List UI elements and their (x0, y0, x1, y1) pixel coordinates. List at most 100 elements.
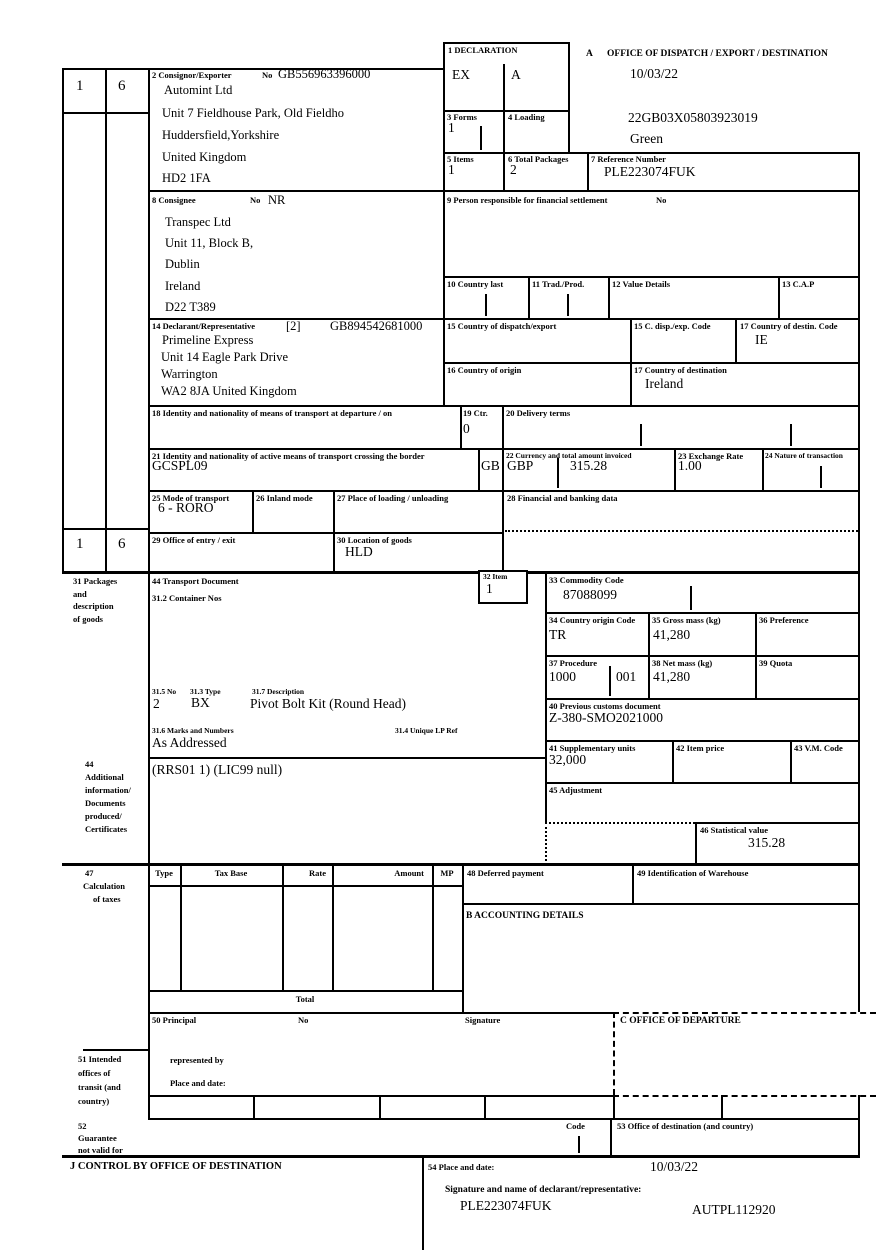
box50-signature-label: Signature (465, 1015, 501, 1025)
declarant-signature: PLE223074FUK (460, 1198, 552, 1213)
line (632, 863, 634, 903)
line (443, 42, 570, 44)
transport-document-label: 44 Transport Document (152, 576, 239, 586)
line (587, 152, 589, 190)
box47-side-label: of taxes (93, 894, 121, 904)
supplementary-units: 32,000 (549, 752, 587, 767)
tick-mark (578, 1136, 580, 1153)
copy-number-1b: 1 (76, 536, 84, 552)
box14-label: 14 Declarant/Representative (152, 321, 255, 331)
line (282, 865, 284, 990)
box4-label: 4 Loading (508, 112, 545, 122)
exchange-rate: 1.00 (678, 458, 702, 473)
box31-side-label: of goods (73, 614, 103, 624)
line (148, 1118, 858, 1120)
office-a-date: 10/03/22 (630, 66, 679, 81)
box44-side-label: Documents (85, 798, 126, 808)
dotted-line (545, 822, 695, 824)
box31-7-label: 31.7 Description (252, 687, 305, 696)
office-a-label: OFFICE OF DISPATCH / EXPORT / DESTINATIO… (607, 49, 828, 59)
line (528, 276, 530, 318)
office-a-route: Green (630, 131, 663, 146)
box18-label: 18 Identity and nationality of means of … (152, 408, 392, 418)
copy-number-1: 1 (76, 78, 84, 94)
previous-document: Z-380-SMO2021000 (549, 710, 663, 725)
box8-label: 8 Consignee (152, 195, 196, 205)
box31-side-label: 31 Packages (73, 576, 118, 586)
box45-label: 45 Adjustment (549, 785, 603, 795)
box40-label: 40 Previous customs document (549, 701, 661, 711)
tick-mark (640, 424, 642, 446)
box32-item-box (478, 570, 528, 604)
box31-side-label: description (73, 601, 114, 611)
line (443, 110, 570, 112)
line (630, 318, 632, 405)
line (443, 362, 858, 364)
line (443, 42, 445, 405)
country-of-destination: Ireland (645, 376, 684, 391)
declarant-postcode-country: WA2 8JA United Kingdom (161, 384, 297, 398)
box2-no-label: No (262, 70, 273, 80)
line (333, 490, 335, 572)
item-number: 1 (486, 581, 493, 596)
container-nos-label: 31.2 Container Nos (152, 593, 222, 603)
line (332, 865, 334, 990)
line (858, 1095, 860, 1155)
tick-mark (485, 294, 487, 316)
net-mass: 41,280 (653, 669, 691, 684)
line (648, 612, 650, 698)
destination-code: IE (755, 332, 768, 347)
box44-side-label: Certificates (85, 824, 128, 834)
box52-side-label: Guarantee (78, 1133, 117, 1143)
consignor-eori: GB556963396000 (278, 67, 371, 81)
line (460, 405, 462, 448)
line (148, 190, 858, 192)
box29-label: 29 Office of entry / exit (152, 535, 236, 545)
box32-label: 32 Item (483, 572, 508, 581)
line (62, 68, 445, 70)
line (695, 822, 858, 824)
line (545, 740, 858, 742)
box54-label: 54 Place and date: (428, 1162, 495, 1172)
consignee-postcode: D22 T389 (165, 300, 216, 314)
copy-number-6b: 6 (118, 536, 126, 552)
box46-label: 46 Statistical value (700, 825, 768, 835)
box51-side-label: offices of (78, 1068, 111, 1078)
box43-label: 43 V.M. Code (794, 743, 843, 753)
line (148, 68, 150, 1118)
box44-side-label: Additional (85, 772, 124, 782)
declarant-name: Primeline Express (162, 333, 254, 347)
line (180, 865, 182, 990)
box31-3-label: 31.3 Type (190, 687, 221, 696)
box11-label: 11 Trad./Prod. (532, 279, 585, 289)
packages-count: 2 (153, 696, 160, 711)
line (148, 757, 547, 759)
additional-information: (RRS01 1) (LIC99 null) (152, 762, 283, 777)
place-and-date-label: Place and date: (170, 1078, 226, 1088)
line (62, 112, 150, 114)
line (253, 1095, 255, 1118)
line (613, 1095, 615, 1118)
location-of-goods: HLD (345, 544, 373, 559)
box15a-label: 15 C. disp./exp. Code (634, 321, 711, 331)
box9-no-label: No (656, 195, 667, 205)
box17-label: 17 Country of destination (634, 365, 727, 375)
represented-by-label: represented by (170, 1055, 224, 1065)
declaration-subtype: A (511, 67, 521, 82)
box24-label: 24 Nature of transaction (765, 451, 843, 460)
tick-mark (790, 424, 792, 446)
tick-mark (820, 466, 822, 488)
box19-label: 19 Ctr. (463, 408, 488, 418)
line (790, 740, 792, 782)
tax-col-amount: Amount (394, 868, 424, 878)
box31-side-label: and (73, 589, 87, 599)
package-type: BX (191, 695, 210, 710)
transport-identity: GCSPL09 (152, 458, 208, 473)
authorisation-number: AUTPL112920 (692, 1202, 776, 1217)
gross-mass: 41,280 (653, 627, 691, 642)
tick-mark (557, 458, 559, 488)
code-label: Code (566, 1121, 585, 1131)
box47-side-label: Calculation (83, 881, 126, 891)
line (148, 532, 502, 534)
